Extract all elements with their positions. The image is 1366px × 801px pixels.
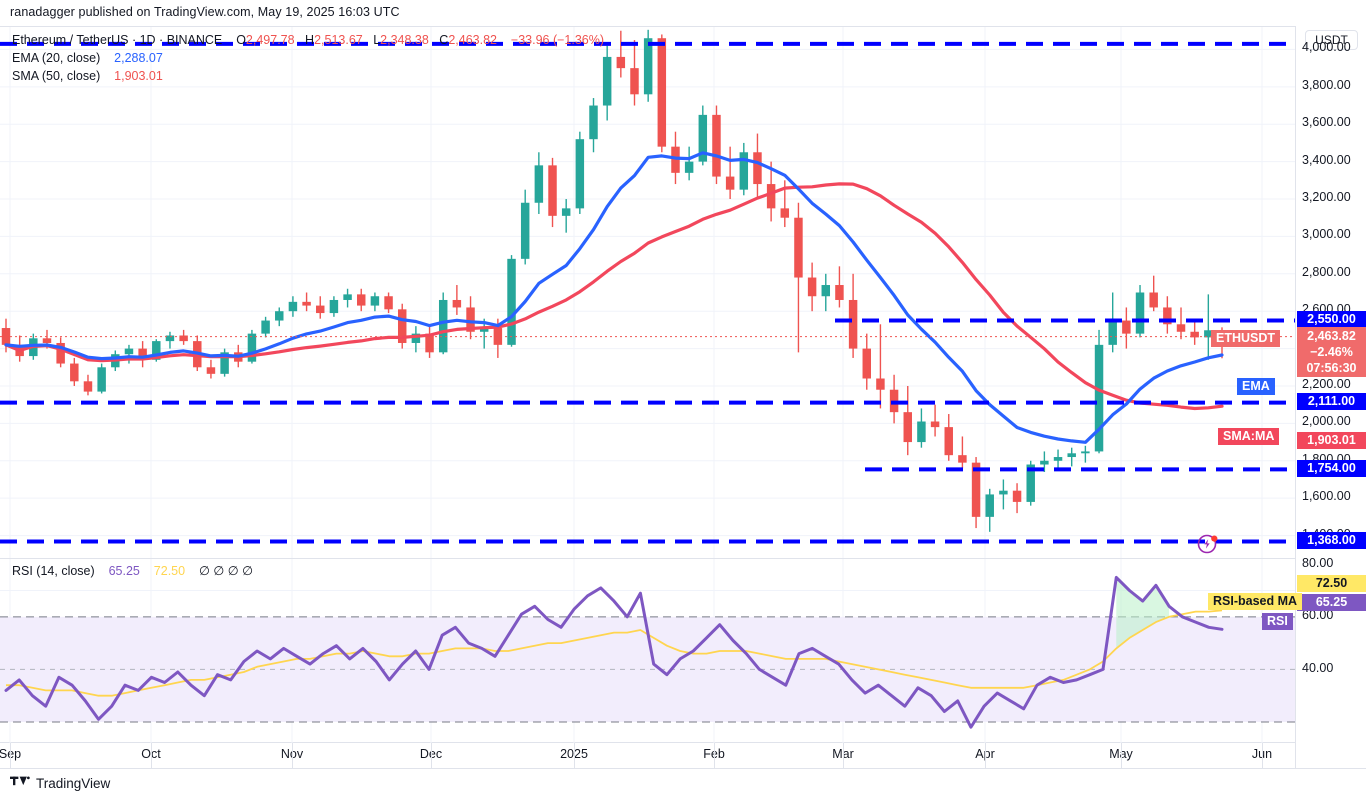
time-axis-separator [1121, 743, 1122, 769]
axis-badge-support-1368: 1,368.00 [1297, 532, 1366, 550]
price-axis-tick: 3,800.00 [1302, 77, 1351, 92]
current-price-value: 2,463.82 [1307, 328, 1356, 343]
rsi-tag-ma: RSI-based MA [1208, 593, 1303, 610]
rsi-pane[interactable] [0, 559, 1295, 743]
price-chart-canvas [0, 27, 1295, 558]
axis-badge-rsi: 65.25 [1297, 593, 1366, 611]
time-axis-separator [10, 743, 11, 769]
sma-legend[interactable]: SMA (50, close) 1,903.01 [12, 69, 163, 83]
time-scale[interactable]: SepOctNovDec2025FebMarAprMayJun [0, 743, 1366, 769]
price-axis-tick: 2,000.00 [1302, 414, 1351, 429]
price-tag-ema: EMA [1237, 378, 1275, 395]
chart-frame [0, 26, 1366, 743]
rsi-axis-tick: 40.00 [1302, 660, 1334, 675]
price-scale[interactable]: USDT 4,000.00 3,800.00 3,600.00 3,400.00 3,2… [1295, 26, 1366, 743]
ohlc-change: −33.96 (−1.36%) [510, 33, 605, 47]
time-axis-separator [843, 743, 844, 769]
lightning-alert-icon[interactable] [1196, 531, 1220, 555]
rsi-legend[interactable]: RSI (14, close) 65.25 72.50 ∅ ∅ ∅ ∅ [12, 563, 253, 578]
rsi-legend-empty: ∅ ∅ ∅ ∅ [199, 564, 253, 578]
ohlc-l-value: 2,348.38 [380, 33, 429, 47]
price-tag-sma: SMA:MA [1218, 428, 1280, 445]
price-axis-tick: 1,600.00 [1302, 489, 1351, 504]
current-price-change: −2.46% [1310, 344, 1353, 359]
axis-badge-sma: 1,903.01 [1297, 432, 1366, 449]
ohlc-c-label: C [439, 33, 449, 47]
time-axis-separator [714, 743, 715, 769]
axis-badge-resistance-2550: 2,550.00 [1297, 311, 1366, 329]
price-axis-tick: 3,200.00 [1302, 190, 1351, 204]
rsi-chart-canvas [0, 559, 1295, 743]
tradingview-logo-icon [10, 774, 30, 793]
ohlc-o-value: 2,497.78 [245, 33, 295, 47]
price-axis-tick: 2,800.00 [1302, 264, 1351, 279]
symbol-title: Ethereum / TetherUS · 1D · BINANCE [12, 33, 223, 47]
ohlc-o-label: O [236, 33, 246, 47]
price-axis-tick: 3,400.00 [1302, 152, 1351, 167]
time-axis-right-separator [1295, 743, 1296, 769]
time-axis-separator [431, 743, 432, 769]
price-axis-tick: 2,200.00 [1302, 376, 1351, 391]
ema-legend-name: EMA (20, close) [12, 51, 101, 65]
tradingview-footer: TradingView [10, 774, 110, 793]
price-axis-tick: 3,000.00 [1302, 227, 1351, 242]
price-pane[interactable] [0, 27, 1295, 559]
time-axis-separator [574, 743, 575, 769]
time-axis-separator [985, 743, 986, 769]
sma-legend-value: 1,903.01 [114, 69, 163, 83]
axis-badge-support-1754: 1,754.00 [1297, 459, 1366, 477]
ema-legend-value: 2,288.07 [114, 51, 163, 65]
price-tag-symbol: ETHUSDT [1211, 330, 1281, 347]
axis-badge-current-price: 2,463.82 −2.46% 07:56:30 [1297, 326, 1366, 377]
rsi-tag-rsi: RSI [1262, 613, 1293, 630]
price-axis-tick: 3,600.00 [1302, 115, 1351, 130]
ohlc-c-value: 2,463.82 [448, 33, 497, 47]
price-axis-tick: 4,000.00 [1302, 40, 1351, 55]
axis-badge-level-2111: 2,111.00 [1297, 393, 1366, 411]
attribution-text: ranadagger published on TradingView.com,… [10, 5, 400, 19]
ohlc-h-value: 2,513.67 [314, 33, 363, 47]
ohlc-l-label: L [373, 33, 381, 47]
rsi-axis-tick: 80.00 [1302, 555, 1334, 570]
axis-badge-rsi-ma: 72.50 [1297, 574, 1366, 592]
ohlc-h-label: H [305, 33, 315, 47]
rsi-legend-ma-value: 72.50 [153, 564, 186, 578]
ema-legend[interactable]: EMA (20, close) 2,288.07 [12, 51, 163, 65]
symbol-legend[interactable]: Ethereum / TetherUS · 1D · BINANCE O2,49… [12, 33, 604, 47]
bar-countdown: 07:56:30 [1306, 360, 1357, 375]
time-axis-separator [151, 743, 152, 769]
rsi-axis-tick: 60.00 [1302, 608, 1334, 623]
time-axis-separator [1262, 743, 1263, 769]
tradingview-brand-label: TradingView [36, 776, 111, 791]
rsi-legend-value: 65.25 [108, 564, 140, 578]
sma-legend-name: SMA (50, close) [12, 69, 101, 83]
time-axis-separator [292, 743, 293, 769]
currency-chip[interactable]: USDT [1305, 30, 1358, 50]
rsi-legend-name: RSI (14, close) [12, 564, 95, 578]
